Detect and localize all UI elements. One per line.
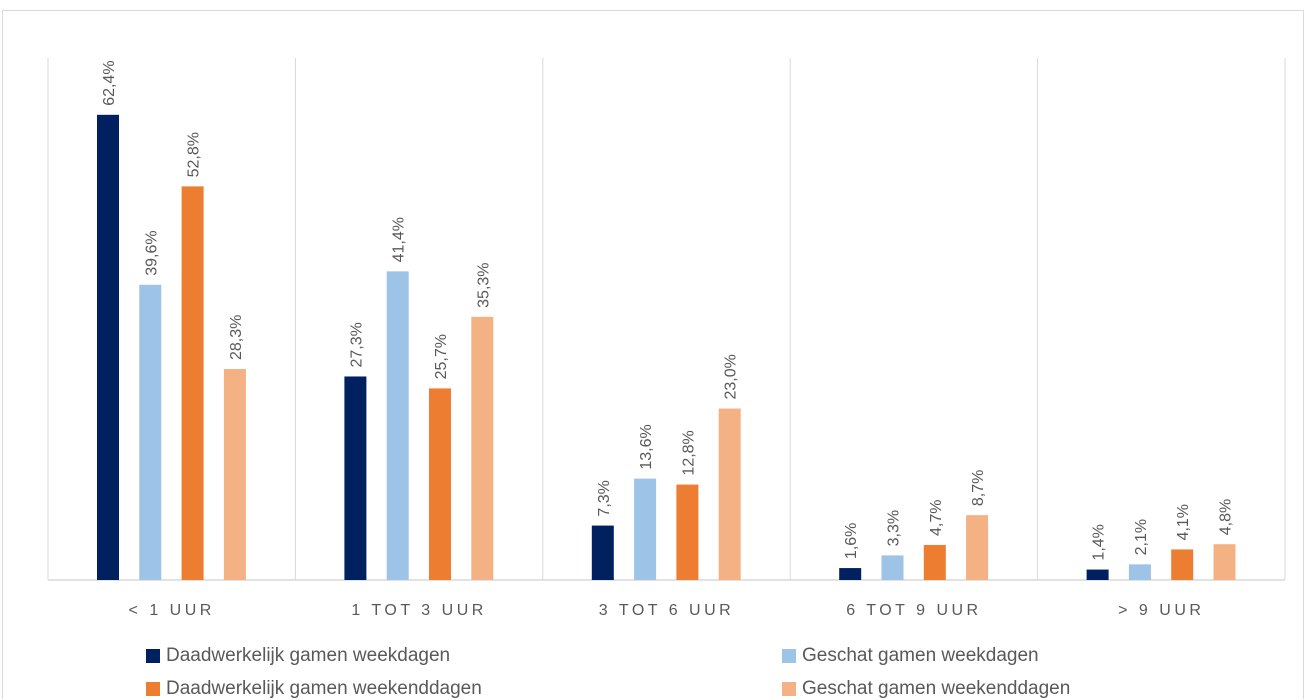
bar	[839, 568, 862, 580]
legend-item-0: Daadwerkelijk gamen weekdagen	[146, 645, 450, 667]
bar	[676, 484, 699, 580]
legend-item-1: Geschat gamen weekdagen	[782, 645, 1039, 667]
bar	[344, 376, 367, 580]
legend-label-0: Daadwerkelijk gamen weekdagen	[166, 645, 451, 666]
bar	[139, 284, 162, 580]
x-tick-label: < 1 UUR	[129, 602, 215, 619]
data-label: 39,6%	[143, 230, 160, 275]
bar	[1128, 564, 1151, 580]
bar	[223, 369, 246, 580]
data-label: 2,1%	[1133, 519, 1150, 555]
bar	[634, 478, 657, 580]
data-label: 28,3%	[228, 315, 245, 360]
legend-swatch-3	[782, 682, 796, 696]
bar	[429, 388, 451, 580]
data-label: 3,3%	[886, 510, 903, 546]
bar	[471, 316, 494, 580]
bar	[1213, 544, 1236, 580]
bar	[181, 186, 204, 580]
data-label: 25,7%	[433, 334, 450, 379]
bar	[881, 555, 904, 580]
data-label: 35,3%	[475, 262, 492, 307]
data-label: 7,3%	[596, 480, 613, 516]
data-label: 1,4%	[1091, 524, 1108, 560]
data-label: 27,3%	[348, 322, 365, 367]
data-label: 13,6%	[638, 424, 655, 469]
legend-swatch-2	[146, 682, 160, 696]
x-tick-label: 1 TOT 3 UUR	[351, 602, 486, 619]
chart-frame	[2, 10, 1304, 699]
data-label: 1,6%	[843, 523, 860, 559]
bar	[966, 515, 989, 580]
data-label: 4,7%	[928, 499, 945, 535]
data-label: 23,0%	[723, 354, 740, 399]
legend-label-1: Geschat gamen weekdagen	[802, 645, 1039, 666]
data-label: 4,1%	[1175, 504, 1192, 540]
x-tick-label: 3 TOT 6 UUR	[599, 602, 734, 619]
bar	[718, 408, 741, 580]
data-label: 12,8%	[680, 430, 697, 475]
bar	[591, 525, 614, 580]
legend-label-2: Daadwerkelijk gamen weekenddagen	[166, 678, 482, 699]
data-label: 4,8%	[1218, 499, 1235, 535]
bar	[386, 271, 409, 580]
bar	[1171, 549, 1194, 580]
data-label: 62,4%	[101, 60, 118, 105]
legend-item-3: Geschat gamen weekenddagen	[782, 678, 1070, 700]
legend-swatch-1	[782, 649, 796, 663]
x-tick-label: > 9 UUR	[1118, 602, 1204, 619]
data-label: 52,8%	[186, 132, 203, 177]
data-label: 8,7%	[970, 470, 987, 506]
bar	[923, 544, 946, 580]
data-label: 41,4%	[391, 217, 408, 262]
bar	[97, 114, 119, 581]
bar	[1086, 569, 1109, 580]
legend-item-2: Daadwerkelijk gamen weekenddagen	[146, 678, 482, 700]
legend-label-3: Geschat gamen weekenddagen	[802, 678, 1071, 699]
x-tick-label: 6 TOT 9 UUR	[846, 602, 981, 619]
legend-swatch-0	[146, 649, 160, 663]
